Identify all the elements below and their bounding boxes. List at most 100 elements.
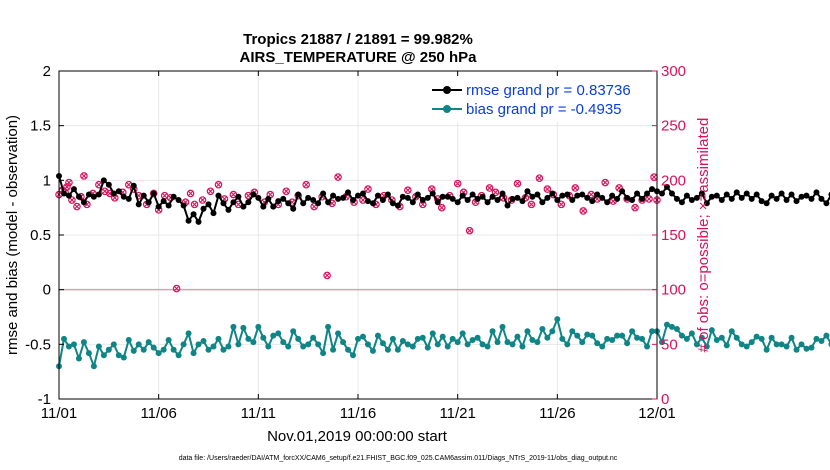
rmse-point	[295, 191, 302, 198]
bias-point	[793, 346, 800, 353]
rmse-point	[310, 197, 317, 204]
bias-point	[65, 343, 72, 350]
bias-point	[524, 328, 531, 335]
bias-point	[803, 345, 810, 352]
bias-point	[409, 343, 416, 350]
bias-point	[614, 332, 621, 339]
data-file-footnote: data file: /Users/raeder/DAI/ATM_forcXX/…	[179, 455, 618, 462]
bias-point	[364, 341, 371, 348]
rmse-point	[175, 197, 182, 204]
rmse-point	[439, 193, 446, 200]
rmse-point	[793, 198, 800, 205]
rmse-point	[544, 194, 551, 201]
series-lines	[56, 172, 830, 370]
bias-point	[315, 341, 322, 348]
rmse-point	[539, 199, 546, 206]
obs-possible-marker	[513, 179, 522, 188]
x-tick-label: 11/11	[241, 405, 276, 422]
rmse-point	[658, 190, 665, 197]
rmse-point	[369, 200, 376, 207]
obs-assimilated-marker	[64, 184, 70, 190]
rmse-point	[524, 188, 531, 195]
y-tick-label-right: 0	[661, 391, 669, 408]
rmse-point	[260, 203, 267, 210]
bias-point	[180, 341, 187, 348]
obs-possible-marker	[527, 200, 536, 209]
bias-point	[419, 334, 426, 341]
bias-point	[469, 336, 476, 343]
rmse-point	[594, 191, 601, 198]
rmse-point	[758, 198, 765, 205]
rmse-point	[743, 190, 750, 197]
bias-point	[185, 330, 192, 337]
bias-point	[245, 335, 252, 342]
rmse-point	[738, 194, 745, 201]
rmse-point	[70, 186, 77, 193]
obs-assimilated-marker	[74, 203, 80, 210]
obs-assimilated-marker	[514, 181, 521, 187]
bias-point	[818, 338, 825, 345]
obs-assimilated-marker	[580, 208, 586, 214]
legend-label-bias: bias grand pr = -0.4935	[466, 101, 622, 118]
rmse-point	[678, 199, 685, 206]
bias-point	[160, 346, 167, 353]
rmse-point	[673, 195, 680, 202]
obs-assimilated-marker	[335, 174, 341, 180]
rmse-point	[145, 199, 152, 206]
obs-assimilated-marker	[187, 190, 194, 197]
obs-assimilated-marker	[602, 179, 608, 186]
y-tick-label-left: 0	[43, 282, 51, 299]
y-tick-label-right: 50	[661, 336, 678, 353]
bias-point	[255, 323, 262, 330]
obs-assimilated-marker	[66, 179, 72, 186]
bias-point	[270, 332, 277, 339]
rmse-point	[813, 189, 820, 196]
rmse-point	[389, 200, 396, 207]
rmse-point	[245, 199, 252, 206]
rmse-point	[300, 200, 307, 207]
bias-point	[434, 341, 441, 348]
bias-point	[464, 341, 471, 348]
bias-point	[140, 346, 147, 353]
obs-assimilated-marker	[467, 228, 473, 234]
obs-possible-marker	[190, 200, 199, 209]
rmse-point	[564, 191, 571, 198]
rmse-point	[200, 205, 207, 212]
rmse-point	[60, 190, 67, 197]
bias-point	[145, 339, 152, 346]
bias-point	[335, 330, 342, 337]
bias-point	[569, 328, 576, 335]
bias-point	[110, 341, 117, 348]
bias-point	[713, 336, 720, 343]
obs-assimilated-marker	[588, 191, 594, 198]
x-tick-label: 11/26	[539, 405, 575, 422]
bias-point	[624, 340, 631, 347]
rmse-point	[359, 190, 366, 197]
rmse-point	[803, 192, 810, 199]
obs-possible-marker	[323, 271, 331, 280]
bias-point	[668, 323, 675, 330]
rmse-point	[614, 195, 621, 202]
rmse-point	[384, 191, 391, 198]
bias-point	[414, 335, 421, 342]
bias-point	[350, 352, 357, 359]
y-tick-label-right: 100	[661, 282, 686, 299]
obs-possible-marker	[310, 202, 318, 211]
bias-point	[355, 335, 361, 342]
obs-possible-marker	[214, 180, 223, 189]
rmse-point	[429, 190, 436, 197]
rmse-point	[728, 195, 735, 202]
rmse-point	[733, 189, 740, 196]
x-axis-label: Nov.01,2019 00:00:00 start	[267, 428, 448, 445]
obs-possible-marker	[557, 200, 566, 209]
rmse-series	[56, 172, 830, 225]
bias-point	[519, 343, 526, 350]
bias-point	[479, 341, 486, 348]
rmse-point	[718, 197, 725, 204]
bias-point	[683, 335, 690, 342]
obs-assimilated-marker	[558, 201, 564, 207]
bias-point	[768, 334, 775, 341]
bias-point	[439, 333, 446, 340]
obs-assimilated-marker	[439, 205, 445, 211]
rmse-point	[285, 200, 292, 207]
